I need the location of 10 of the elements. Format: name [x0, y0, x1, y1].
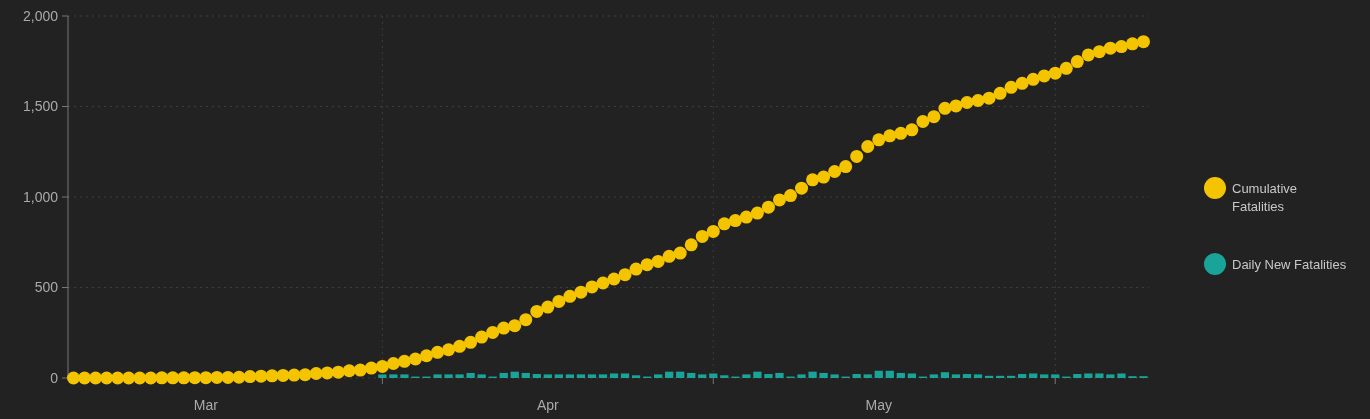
y-tick-label: 500	[34, 279, 59, 296]
x-tick-label: May	[865, 397, 892, 413]
legend-label: Cumulative Fatalities	[1232, 181, 1298, 214]
x-tick-label: Apr	[536, 397, 560, 413]
y-tick-label: 1,000	[22, 188, 59, 205]
y-tick-label: 1,500	[22, 98, 59, 115]
y-tick-label: 0	[50, 369, 59, 386]
legend-label: Daily New Fatalities	[1232, 257, 1347, 272]
y-tick-label: 2,000	[22, 7, 59, 24]
x-tick-label: Mar	[193, 397, 219, 413]
